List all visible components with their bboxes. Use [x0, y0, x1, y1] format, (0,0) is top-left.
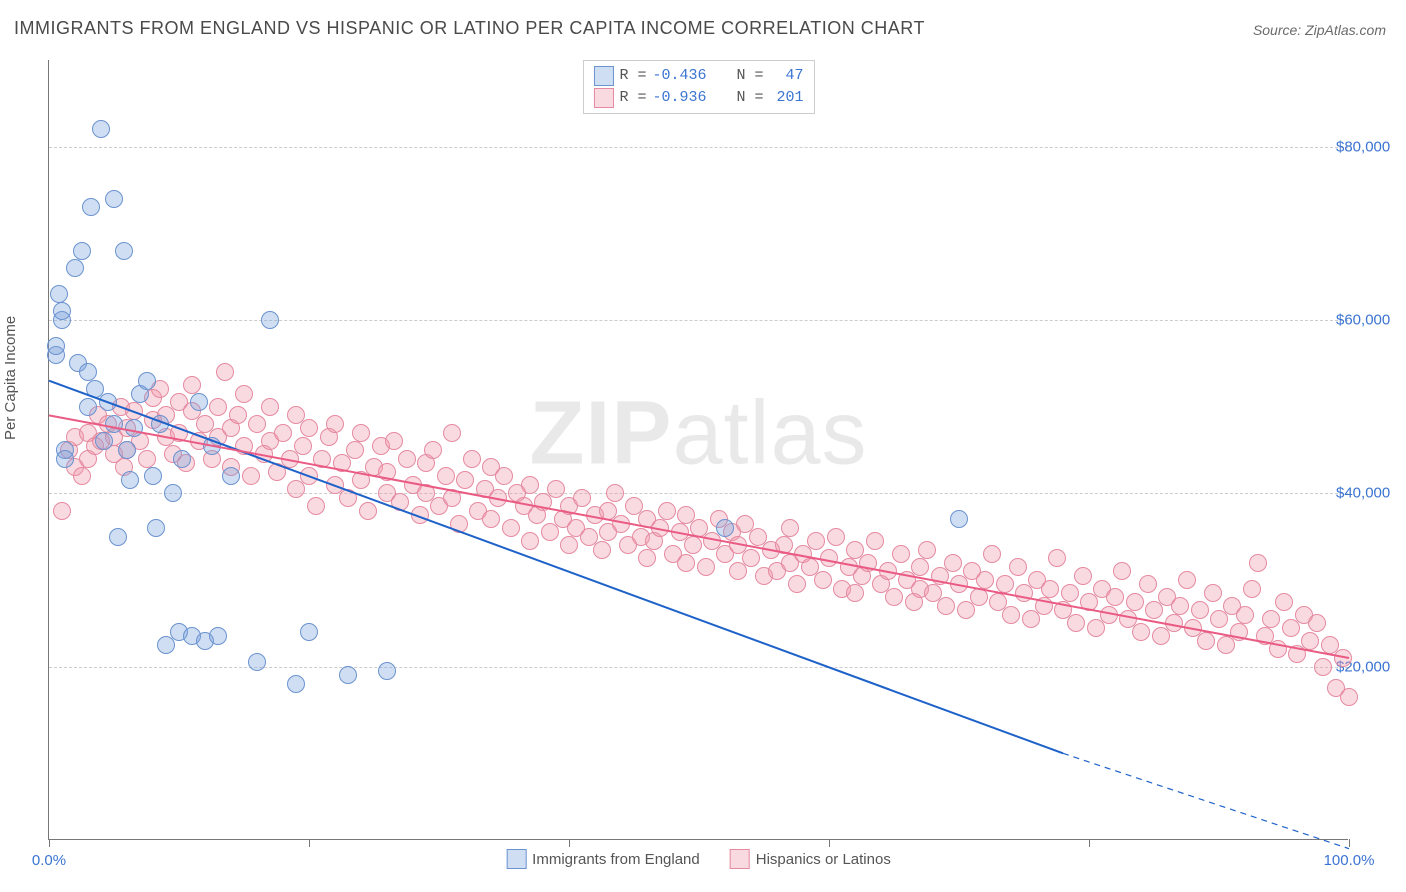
- source-attribution: Source: ZipAtlas.com: [1253, 22, 1386, 38]
- series-legend: Immigrants from England Hispanics or Lat…: [506, 849, 891, 869]
- chart-title: IMMIGRANTS FROM ENGLAND VS HISPANIC OR L…: [14, 18, 925, 39]
- legend-N-value-1: 201: [770, 87, 804, 109]
- scatter-plot-area: ZIPatlas R = -0.436 N = 47 R = -0.936 N …: [48, 60, 1348, 840]
- legend-row-series-1: R = -0.936 N = 201: [593, 87, 803, 109]
- legend-R-value-0: -0.436: [652, 65, 706, 87]
- legend-row-series-0: R = -0.436 N = 47: [593, 65, 803, 87]
- legend-label-1: Hispanics or Latinos: [756, 851, 891, 868]
- legend-swatch-0: [593, 66, 613, 86]
- y-axis-label: Per Capita Income: [2, 316, 19, 440]
- legend-swatch-1: [593, 88, 613, 108]
- correlation-legend: R = -0.436 N = 47 R = -0.936 N = 201: [582, 60, 814, 114]
- x-tick: [1089, 839, 1090, 847]
- legend-N-label: N =: [737, 87, 764, 109]
- x-tick: [49, 839, 50, 847]
- x-tick-label: 0.0%: [32, 852, 66, 869]
- x-tick: [1349, 839, 1350, 847]
- x-tick: [569, 839, 570, 847]
- trend-lines-layer: [49, 60, 1348, 839]
- legend-swatch-bottom-1: [730, 849, 750, 869]
- legend-N-label: N =: [737, 65, 764, 87]
- legend-item-0: Immigrants from England: [506, 849, 700, 869]
- x-tick: [829, 839, 830, 847]
- x-tick: [309, 839, 310, 847]
- legend-R-value-1: -0.936: [652, 87, 706, 109]
- legend-label-0: Immigrants from England: [532, 851, 700, 868]
- legend-N-value-0: 47: [770, 65, 804, 87]
- x-tick-label: 100.0%: [1324, 852, 1375, 869]
- legend-swatch-bottom-0: [506, 849, 526, 869]
- legend-item-1: Hispanics or Latinos: [730, 849, 891, 869]
- legend-R-label: R =: [619, 65, 646, 87]
- legend-R-label: R =: [619, 87, 646, 109]
